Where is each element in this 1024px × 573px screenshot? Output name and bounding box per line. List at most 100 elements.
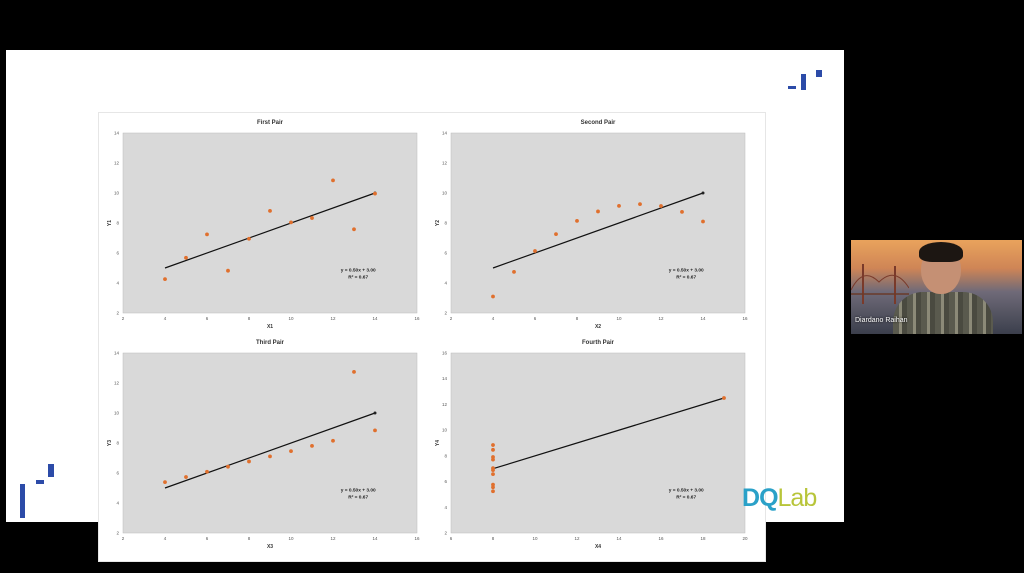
y-tick-label: 4 <box>444 281 447 286</box>
data-point <box>533 249 537 253</box>
x-tick-label: 10 <box>616 316 622 321</box>
y-tick-label: 6 <box>444 479 447 484</box>
y-tick-label: 4 <box>444 505 447 510</box>
x-tick-label: 2 <box>450 316 453 321</box>
x-tick-label: 12 <box>330 316 336 321</box>
plot-area <box>450 132 746 314</box>
y-tick-label: 2 <box>116 531 119 536</box>
data-point <box>596 209 600 214</box>
chart-title: Second Pair <box>581 120 616 126</box>
data-point <box>680 210 684 214</box>
x-tick-label: 12 <box>574 536 580 541</box>
x-tick-label: 8 <box>492 536 495 541</box>
r-squared-label: R² = 0.67 <box>348 495 368 501</box>
data-point <box>184 475 188 479</box>
x-tick-label: 6 <box>534 316 537 321</box>
y-axis-label: Y1 <box>107 220 113 226</box>
y-tick-label: 14 <box>442 131 448 136</box>
data-point <box>373 191 377 196</box>
x-tick-label: 16 <box>414 536 420 541</box>
x-tick-label: 6 <box>450 536 453 541</box>
y-tick-label: 10 <box>114 191 120 196</box>
x-tick-label: 2 <box>122 316 125 321</box>
trend-line <box>492 397 725 470</box>
data-point <box>701 219 705 224</box>
y-tick-label: 16 <box>442 351 448 356</box>
data-point <box>352 370 356 374</box>
chart-svg: Third Pair 2 4 6 8 10 12 14 16 2 4 6 8 10 12 14 X3 Y3 y = … <box>107 340 420 550</box>
x-tick-label: 10 <box>532 536 538 541</box>
chart-first-pair: First Pair 2 4 6 8 10 12 14 16 2 4 6 8 10 12 14 X1 Y1 y = … <box>105 115 427 331</box>
regression-equation: y = 0.50x + 3.00 <box>341 488 376 494</box>
data-point <box>554 232 558 236</box>
x-tick-label: 8 <box>248 316 251 321</box>
regression-equation: y = 0.50x + 3.00 <box>341 268 376 274</box>
y-tick-label: 8 <box>116 221 119 226</box>
x-tick-label: 8 <box>576 316 579 321</box>
data-point <box>268 454 272 459</box>
chart-fourth-pair: Fourth Pair 6 8 10 12 14 16 18 20 2 4 6 8 10 12 14 16 X4 Y… <box>433 335 755 551</box>
data-point <box>331 178 335 183</box>
chart-third-pair: Third Pair 2 4 6 8 10 12 14 16 2 4 6 8 10 12 14 X3 Y3 y = … <box>105 335 427 551</box>
data-point <box>205 232 209 237</box>
x-axis-label: X1 <box>267 324 273 330</box>
data-point <box>617 204 621 208</box>
y-tick-label: 10 <box>114 411 120 416</box>
x-tick-label: 12 <box>658 316 664 321</box>
chart-title: Fourth Pair <box>582 340 615 346</box>
data-point <box>491 489 495 494</box>
y-tick-label: 4 <box>116 501 119 506</box>
y-tick-label: 2 <box>444 311 447 316</box>
x-axis-label: X4 <box>595 544 601 550</box>
participant-video-tile[interactable]: Diardano Raihan <box>851 240 1022 334</box>
trend-line <box>492 192 704 269</box>
x-tick-label: 6 <box>206 316 209 321</box>
x-tick-label: 4 <box>492 316 495 321</box>
data-point <box>289 449 293 453</box>
data-point <box>331 438 335 443</box>
brand-mark-bottom-left <box>16 464 56 520</box>
trend-line-end <box>701 191 705 195</box>
x-tick-label: 8 <box>248 536 251 541</box>
chart-svg: Second Pair 2 4 6 8 10 12 14 16 2 4 6 8 10 12 14 X2 Y2 y =… <box>435 120 748 330</box>
r-squared-label: R² = 0.67 <box>676 495 696 501</box>
y-tick-label: 12 <box>114 381 120 386</box>
data-point <box>373 428 377 433</box>
presentation-slide: First Pair 2 4 6 8 10 12 14 16 2 4 6 8 10 12 14 X1 Y1 y = … <box>6 50 844 562</box>
data-point <box>226 268 230 273</box>
x-tick-label: 6 <box>206 536 209 541</box>
data-point <box>491 485 495 490</box>
data-point <box>268 208 272 213</box>
y-tick-label: 14 <box>114 351 120 356</box>
data-point <box>163 277 167 281</box>
y-tick-label: 12 <box>114 161 120 166</box>
data-point <box>512 270 516 274</box>
data-point <box>491 468 495 473</box>
data-point <box>638 202 642 206</box>
data-point <box>491 447 495 452</box>
r-squared-label: R² = 0.67 <box>348 275 368 281</box>
x-axis-label: X2 <box>595 324 601 330</box>
y-tick-label: 2 <box>116 311 119 316</box>
x-tick-label: 20 <box>742 536 748 541</box>
trend-line <box>164 192 376 269</box>
y-tick-label: 4 <box>116 281 119 286</box>
data-point <box>226 464 230 469</box>
data-point <box>352 227 356 232</box>
chart-title: First Pair <box>257 120 284 126</box>
y-axis-label: Y4 <box>435 440 441 446</box>
r-squared-label: R² = 0.67 <box>676 275 696 281</box>
plot-area <box>450 352 746 534</box>
y-tick-label: 6 <box>444 251 447 256</box>
y-tick-label: 14 <box>442 376 448 381</box>
x-tick-label: 10 <box>288 536 294 541</box>
y-tick-label: 6 <box>116 251 119 256</box>
y-tick-label: 14 <box>114 131 120 136</box>
data-point <box>491 443 495 447</box>
x-tick-label: 14 <box>372 536 378 541</box>
data-point <box>491 294 495 299</box>
x-tick-label: 10 <box>288 316 294 321</box>
logo-part-q: Q <box>759 484 778 512</box>
x-tick-label: 16 <box>658 536 664 541</box>
chart-svg: Fourth Pair 6 8 10 12 14 16 18 20 2 4 6 8 10 12 14 16 X4 Y… <box>435 340 748 550</box>
